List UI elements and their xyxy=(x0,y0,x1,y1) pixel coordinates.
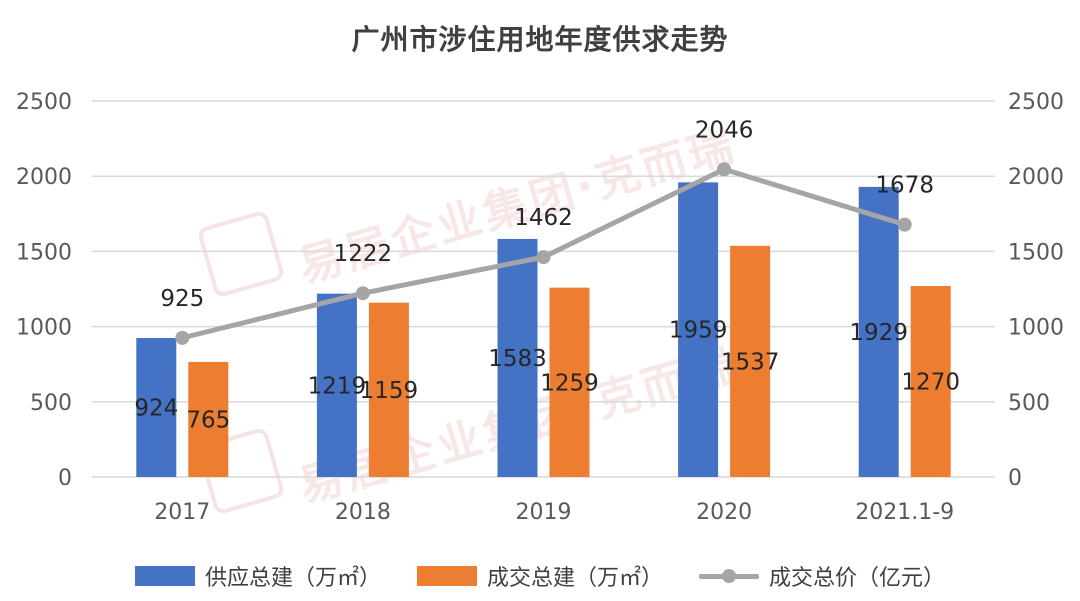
line-point-price xyxy=(175,330,190,345)
y2-tick-label: 500 xyxy=(1008,391,1050,416)
bar-deal xyxy=(549,287,590,477)
x-tick-label: 2020 xyxy=(696,500,752,525)
bar-deal xyxy=(730,245,771,477)
data-label-supply: 924 xyxy=(134,396,178,422)
y2-tick-label: 0 xyxy=(1008,466,1022,491)
line-series xyxy=(175,162,912,345)
bar-deal xyxy=(910,285,951,477)
bar-deal xyxy=(368,302,409,477)
y-tick-label: 1500 xyxy=(16,240,72,265)
data-label-price: 1222 xyxy=(334,241,393,267)
legend-swatch-supply xyxy=(134,566,195,586)
line-point-price xyxy=(355,286,370,301)
data-label-deal: 1270 xyxy=(901,369,960,395)
data-label-price: 1462 xyxy=(514,205,573,231)
bar-supply xyxy=(316,293,357,477)
bar-supply xyxy=(858,186,899,477)
data-label-price: 2046 xyxy=(695,117,754,143)
legend: 供应总建（万㎡） 成交总建（万㎡） 成交总价（亿元） xyxy=(0,556,1080,596)
data-label-price: 925 xyxy=(160,286,204,312)
y2-tick-label: 1500 xyxy=(1008,240,1064,265)
x-tick-label: 2018 xyxy=(335,500,391,525)
data-label-deal: 1537 xyxy=(721,349,780,375)
legend-item-price: 成交总价（亿元） xyxy=(699,560,945,592)
bar-deal xyxy=(188,361,229,477)
y-tick-label: 1000 xyxy=(16,316,72,341)
y-axis-left: 0 500 1000 1500 2000 2500 xyxy=(16,90,72,491)
line-point-price xyxy=(897,217,912,232)
y-tick-label: 2000 xyxy=(16,165,72,190)
legend-label-deal: 成交总建（万㎡） xyxy=(486,566,663,591)
y2-tick-label: 2500 xyxy=(1008,90,1064,115)
y-axis-right: 0 500 1000 1500 2000 2500 xyxy=(1008,90,1064,491)
bar-supply xyxy=(497,238,538,477)
legend-label-price: 成交总价（亿元） xyxy=(769,566,946,591)
legend-label-supply: 供应总建（万㎡） xyxy=(204,566,381,591)
y-tick-label: 2500 xyxy=(16,90,72,115)
data-label-supply: 1219 xyxy=(308,373,367,399)
legend-item-supply: 供应总建（万㎡） xyxy=(134,560,381,592)
x-tick-label: 2017 xyxy=(154,500,210,525)
x-tick-label: 2021.1-9 xyxy=(855,500,954,525)
data-label-deal: 1259 xyxy=(540,370,599,396)
x-axis: 2017 2018 2019 2020 2021.1-9 xyxy=(154,500,954,525)
line-point-price xyxy=(717,162,732,177)
line-point-price xyxy=(536,250,551,265)
bar-supply xyxy=(136,338,177,477)
bars xyxy=(136,182,951,477)
data-label-supply: 1583 xyxy=(488,346,547,372)
x-tick-label: 2019 xyxy=(516,500,572,525)
legend-swatch-deal xyxy=(416,566,477,586)
bar-supply xyxy=(678,182,719,477)
chart-title: 广州市涉住用地年度供求走势 xyxy=(351,23,729,56)
legend-item-deal: 成交总建（万㎡） xyxy=(416,560,663,592)
data-label-deal: 1159 xyxy=(360,378,419,404)
legend-swatch-price xyxy=(699,566,759,586)
data-label-price: 1678 xyxy=(875,173,934,199)
y2-tick-label: 2000 xyxy=(1008,165,1064,190)
data-label-deal: 765 xyxy=(186,407,230,433)
data-label-supply: 1959 xyxy=(669,318,728,344)
data-label-supply: 1929 xyxy=(849,320,908,346)
y-tick-label: 500 xyxy=(30,391,72,416)
y-tick-label: 0 xyxy=(58,466,72,491)
y2-tick-label: 1000 xyxy=(1008,316,1064,341)
